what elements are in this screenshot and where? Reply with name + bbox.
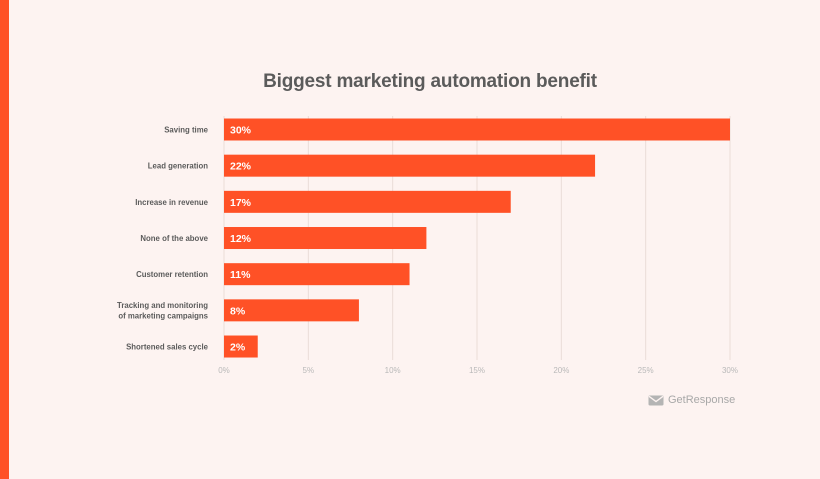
x-tick-label: 0%	[218, 366, 230, 375]
brand-name: GetResponse	[668, 394, 736, 406]
x-tick-label: 20%	[553, 366, 569, 375]
bar	[224, 299, 359, 322]
category-label: Increase in revenue	[135, 198, 208, 207]
bar	[224, 190, 511, 213]
bar	[224, 335, 258, 358]
bar	[224, 263, 410, 286]
data-label: 22%	[230, 161, 252, 173]
category-label: Tracking and monitoring	[117, 301, 208, 310]
category-label: Saving time	[164, 126, 208, 135]
x-tick-label: 5%	[303, 366, 315, 375]
data-label: 12%	[230, 233, 252, 245]
bar	[224, 118, 730, 141]
data-label: 8%	[230, 305, 246, 317]
x-tick-label: 10%	[385, 366, 401, 375]
data-label: 17%	[230, 197, 252, 209]
brand-logo: GetResponse	[648, 393, 735, 407]
category-label: Shortened sales cycle	[126, 343, 209, 352]
x-tick-label: 30%	[722, 366, 738, 375]
category-label: None of the above	[140, 234, 208, 243]
bar	[224, 227, 427, 250]
accent-strip	[0, 0, 9, 479]
chart-title: Biggest marketing automation benefit	[263, 71, 597, 92]
data-label: 30%	[230, 125, 252, 137]
x-tick-label: 25%	[638, 366, 654, 375]
data-label: 2%	[230, 342, 246, 354]
data-label: 11%	[230, 269, 251, 281]
bar	[224, 154, 596, 177]
envelope-icon	[648, 395, 664, 405]
category-label: of marketing campaigns	[118, 312, 208, 321]
x-tick-label: 15%	[469, 366, 485, 375]
category-label: Lead generation	[148, 162, 208, 171]
category-label: Customer retention	[136, 270, 208, 279]
